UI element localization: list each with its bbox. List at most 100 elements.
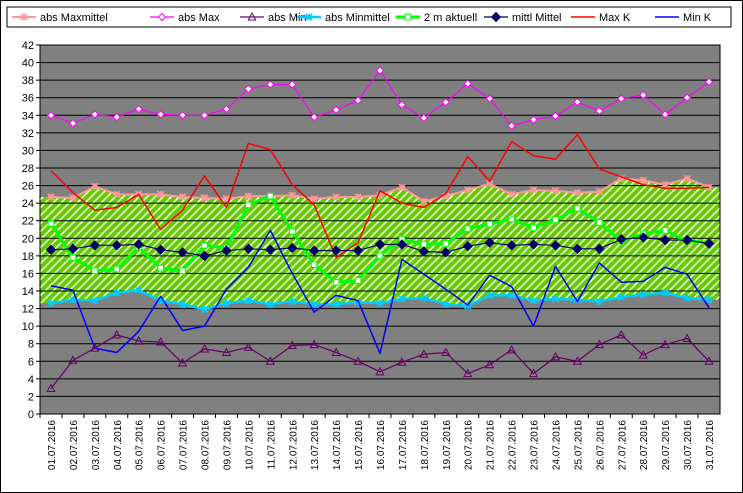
x-tick-label: 10.07.2016 <box>244 420 255 470</box>
data-point <box>704 356 714 365</box>
data-point <box>485 359 495 369</box>
data-point <box>245 201 252 209</box>
data-point <box>156 190 165 199</box>
y-tick-label: 22 <box>22 216 34 228</box>
data-point <box>353 356 363 365</box>
data-point <box>376 299 384 308</box>
data-point <box>528 368 539 378</box>
data-point <box>91 296 99 305</box>
series-line-min-k <box>50 229 710 355</box>
x-tick-label: 15.07.2016 <box>354 420 365 470</box>
data-point <box>442 240 450 247</box>
legend-label: abs Maxmittel <box>40 12 108 24</box>
data-point <box>550 240 561 251</box>
x-tick-label: 19.07.2016 <box>442 420 453 470</box>
data-point <box>309 112 319 122</box>
y-tick-label: 40 <box>22 58 34 70</box>
y-tick-label: 42 <box>22 40 34 52</box>
data-point <box>397 357 407 366</box>
data-point <box>530 224 537 232</box>
data-point <box>178 193 187 201</box>
data-point <box>247 11 257 21</box>
data-point <box>529 296 538 305</box>
legend-label: abs Minmittel <box>325 12 390 24</box>
x-tick-label: 29.07.2016 <box>661 420 672 470</box>
data-point <box>660 110 670 119</box>
legend-item-min-k: Min K <box>655 12 712 24</box>
data-point <box>551 295 560 303</box>
data-point <box>681 234 693 246</box>
data-point <box>134 286 143 294</box>
data-point <box>463 79 472 88</box>
data-point <box>354 277 362 284</box>
x-tick-label: 26.07.2016 <box>595 420 606 470</box>
data-point <box>287 242 298 254</box>
data-point <box>638 232 649 243</box>
data-point <box>464 302 472 310</box>
y-tick-label: 10 <box>22 321 34 333</box>
data-point <box>639 90 648 100</box>
data-point <box>573 97 582 107</box>
data-point <box>419 349 429 358</box>
data-point <box>660 339 670 349</box>
data-point <box>616 329 626 339</box>
data-point <box>529 186 538 194</box>
data-point <box>352 245 364 256</box>
legend-label: 2 m aktuell <box>424 12 477 24</box>
x-tick-label: 04.07.2016 <box>113 420 124 470</box>
data-point <box>485 94 494 103</box>
data-point <box>331 347 341 356</box>
data-point <box>90 343 100 352</box>
y-tick-label: 12 <box>22 304 34 316</box>
data-point <box>113 289 121 297</box>
data-point <box>508 215 515 223</box>
data-point <box>310 195 318 203</box>
data-point <box>265 244 276 255</box>
data-point <box>288 227 296 235</box>
data-point <box>507 190 516 199</box>
series-min-k <box>50 229 710 355</box>
data-point <box>89 240 101 251</box>
data-point <box>47 193 55 201</box>
data-point <box>310 300 318 308</box>
y-tick-label: 38 <box>22 75 34 87</box>
data-point <box>551 111 560 121</box>
data-point <box>375 66 385 75</box>
data-point <box>244 84 253 94</box>
data-point <box>330 245 342 256</box>
data-point <box>486 220 493 228</box>
data-point <box>551 187 560 195</box>
data-point <box>506 344 517 354</box>
data-point <box>703 238 715 249</box>
data-point <box>374 239 386 250</box>
x-tick-label: 11.07.2016 <box>266 420 277 470</box>
x-tick-label: 13.07.2016 <box>310 420 321 470</box>
series-max-k <box>50 133 710 259</box>
data-point <box>420 294 428 302</box>
data-point <box>68 355 78 364</box>
data-point <box>617 293 626 301</box>
series-abs-min <box>46 329 714 393</box>
data-point <box>552 216 559 224</box>
data-point <box>661 289 669 297</box>
data-point <box>133 239 144 250</box>
data-point <box>485 291 494 300</box>
data-point <box>332 278 340 286</box>
data-point <box>332 193 340 201</box>
x-tick-label: 08.07.2016 <box>201 420 212 470</box>
data-point <box>398 295 406 303</box>
data-point <box>529 115 538 124</box>
data-point <box>419 113 429 123</box>
data-point <box>683 294 691 302</box>
x-tick-label: 21.07.2016 <box>486 420 497 470</box>
x-tick-label: 30.07.2016 <box>683 420 694 470</box>
data-point <box>441 97 451 107</box>
data-point <box>45 244 57 255</box>
data-point <box>354 193 362 201</box>
data-point <box>420 197 428 206</box>
legend: abs Maxmittel abs Max abs Min abs Minmittel… <box>6 6 732 28</box>
data-point <box>156 110 165 119</box>
data-point <box>199 250 210 262</box>
x-tick-label: 18.07.2016 <box>420 420 431 470</box>
data-point <box>705 296 713 304</box>
